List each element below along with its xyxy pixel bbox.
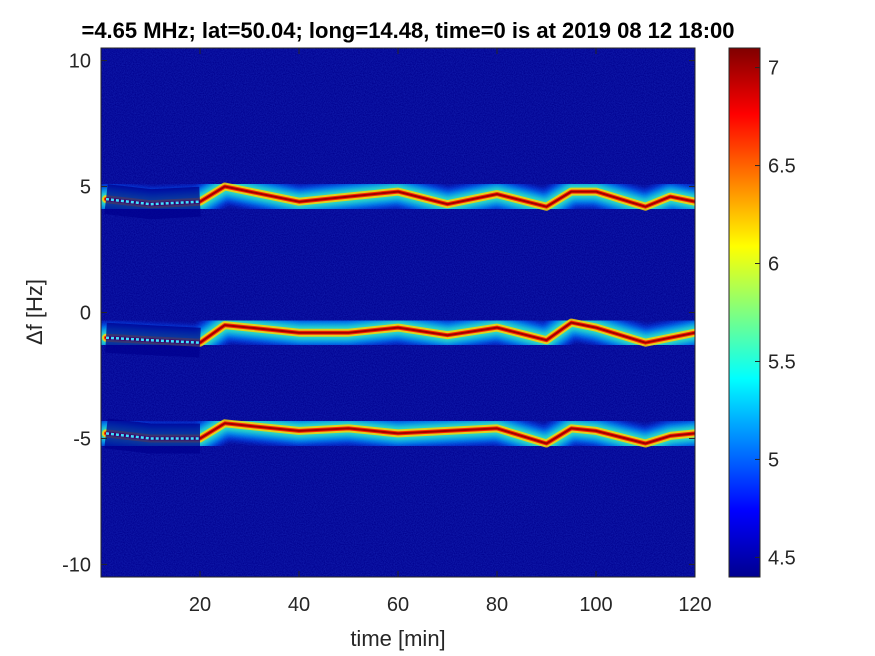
x-axis: 20 40 60 80 100 120 bbox=[189, 48, 712, 616]
signal-band-3 bbox=[101, 406, 695, 461]
y-tick-label: 10 bbox=[69, 51, 91, 73]
x-tick-label: 80 bbox=[486, 594, 508, 616]
band-trace-layer bbox=[105, 422, 695, 445]
y-tick-label: 5 bbox=[80, 177, 91, 199]
colorbar-tick-label: 5 bbox=[768, 449, 779, 471]
colorbar-ticks: 4.5 5 5.5 6 6.5 7 bbox=[755, 58, 796, 569]
chart-title: =4.65 MHz; lat=50.04; long=14.48, time=0… bbox=[81, 18, 734, 43]
signal-band-1 bbox=[101, 169, 695, 224]
x-tick-label: 60 bbox=[387, 594, 409, 616]
y-tick-label: 0 bbox=[80, 303, 91, 325]
colorbar-tick-label: 6.5 bbox=[768, 156, 796, 178]
x-tick-label: 20 bbox=[189, 594, 211, 616]
plot-area bbox=[101, 48, 695, 577]
signal-band-2 bbox=[101, 305, 695, 360]
colorbar-tick-label: 6 bbox=[768, 254, 779, 276]
y-axis: -10 -5 0 5 10 bbox=[62, 51, 695, 576]
y-tick-label: -5 bbox=[73, 428, 91, 450]
band-trace-layer bbox=[105, 321, 695, 344]
y-tick-label: -10 bbox=[62, 554, 91, 576]
colorbar-tick-label: 7 bbox=[768, 58, 779, 80]
y-axis-label: Δf [Hz] bbox=[22, 279, 47, 345]
x-tick-label: 100 bbox=[579, 594, 612, 616]
band-early-trace bbox=[105, 197, 201, 206]
band-early-trace bbox=[105, 432, 200, 440]
x-tick-label: 40 bbox=[288, 594, 310, 616]
signal-bands bbox=[101, 169, 695, 461]
colorbar-gradient bbox=[728, 47, 761, 578]
band-early-trace bbox=[105, 336, 201, 344]
x-axis-label: time [min] bbox=[350, 626, 445, 651]
colorbar-tick-label: 4.5 bbox=[768, 547, 796, 569]
colorbar-tick-label: 5.5 bbox=[768, 351, 796, 373]
x-tick-label: 120 bbox=[678, 594, 711, 616]
colorbar: 4.5 5 5.5 6 6.5 7 bbox=[728, 47, 796, 578]
band-trace-layer bbox=[105, 185, 695, 208]
